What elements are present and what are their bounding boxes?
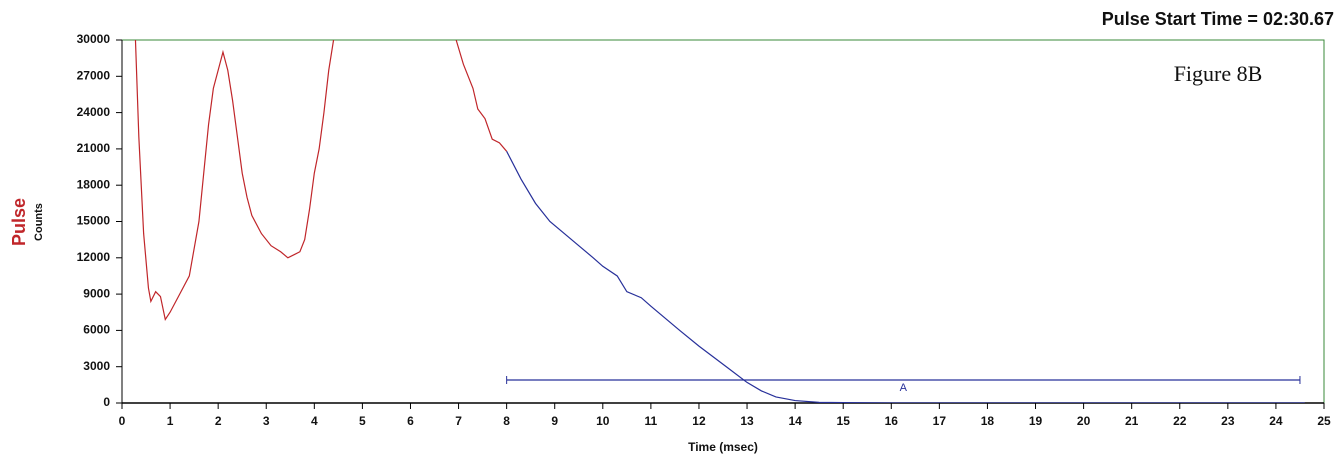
x-tick-label: 10 bbox=[596, 414, 610, 428]
figure-label: Figure 8B bbox=[1174, 61, 1263, 86]
x-tick-label: 17 bbox=[933, 414, 947, 428]
x-tick-label: 8 bbox=[503, 414, 510, 428]
y-tick-label: 15000 bbox=[77, 214, 111, 228]
x-tick-label: 2 bbox=[215, 414, 222, 428]
x-tick-label: 15 bbox=[837, 414, 851, 428]
y-tick-label: 12000 bbox=[77, 250, 111, 264]
series-line bbox=[134, 40, 508, 322]
y-tick-label: 6000 bbox=[83, 323, 110, 337]
x-tick-label: 18 bbox=[981, 414, 995, 428]
y-tick-label: 3000 bbox=[83, 359, 110, 373]
y-tick-label: 18000 bbox=[77, 177, 111, 191]
series-line bbox=[506, 151, 1305, 403]
x-tick-label: 11 bbox=[645, 414, 658, 428]
y-axis-label: Counts bbox=[33, 203, 45, 241]
side-label: Pulse bbox=[9, 198, 29, 246]
x-tick-label: 21 bbox=[1125, 414, 1139, 428]
x-tick-label: 1 bbox=[167, 414, 174, 428]
x-tick-label: 19 bbox=[1029, 414, 1043, 428]
y-tick-label: 24000 bbox=[77, 105, 111, 119]
x-tick-label: 3 bbox=[263, 414, 270, 428]
x-tick-label: 14 bbox=[788, 414, 802, 428]
x-tick-label: 20 bbox=[1077, 414, 1091, 428]
y-tick-label: 9000 bbox=[83, 286, 110, 300]
plot-frame bbox=[121, 39, 1325, 404]
x-tick-label: 24 bbox=[1269, 414, 1283, 428]
x-tick-label: 7 bbox=[455, 414, 462, 428]
x-tick-label: 5 bbox=[359, 414, 366, 428]
y-tick-label: 21000 bbox=[77, 141, 111, 155]
x-tick-label: 22 bbox=[1173, 414, 1187, 428]
x-tick-label: 6 bbox=[407, 414, 414, 428]
x-tick-label: 23 bbox=[1221, 414, 1235, 428]
x-axis-label: Time (msec) bbox=[688, 440, 758, 454]
x-tick-label: 12 bbox=[692, 414, 706, 428]
x-tick-label: 0 bbox=[119, 414, 126, 428]
chart-title: Pulse Start Time = 02:30.67 bbox=[1102, 9, 1334, 29]
y-tick-label: 27000 bbox=[77, 68, 111, 82]
y-tick-label: 0 bbox=[103, 395, 110, 409]
y-tick-label: 30000 bbox=[77, 32, 111, 46]
x-tick-label: 16 bbox=[885, 414, 899, 428]
x-tick-label: 4 bbox=[311, 414, 318, 428]
range-marker-label: A bbox=[900, 382, 908, 394]
x-tick-label: 25 bbox=[1317, 414, 1331, 428]
x-tick-label: 13 bbox=[740, 414, 754, 428]
x-tick-label: 9 bbox=[551, 414, 558, 428]
